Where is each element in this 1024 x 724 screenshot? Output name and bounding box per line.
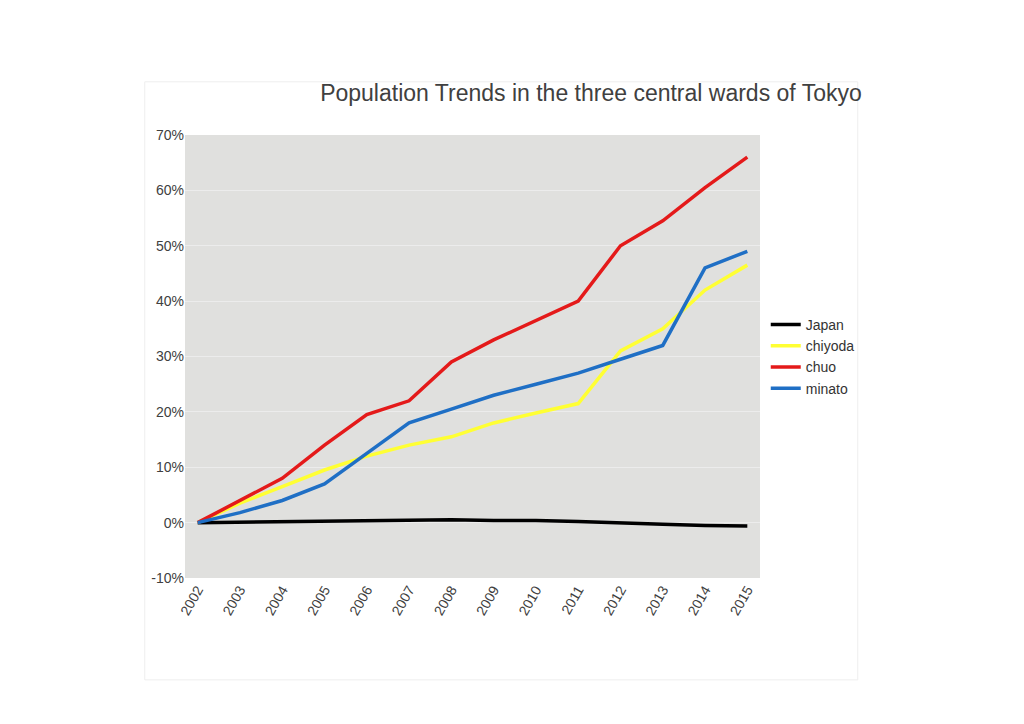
svg-text:chiyoda: chiyoda bbox=[806, 338, 854, 354]
svg-text:-10%: -10% bbox=[151, 570, 184, 586]
svg-text:2006: 2006 bbox=[346, 583, 376, 618]
svg-text:2004: 2004 bbox=[261, 583, 291, 618]
svg-text:40%: 40% bbox=[156, 293, 184, 309]
svg-text:2009: 2009 bbox=[473, 583, 503, 618]
svg-text:30%: 30% bbox=[156, 348, 184, 364]
svg-text:10%: 10% bbox=[156, 459, 184, 475]
svg-text:2005: 2005 bbox=[304, 583, 334, 618]
svg-text:chuo: chuo bbox=[806, 359, 837, 375]
svg-text:2013: 2013 bbox=[642, 583, 672, 618]
svg-text:2014: 2014 bbox=[684, 583, 714, 618]
svg-text:2002: 2002 bbox=[177, 583, 207, 618]
svg-text:60%: 60% bbox=[156, 182, 184, 198]
svg-text:50%: 50% bbox=[156, 238, 184, 254]
svg-text:2011: 2011 bbox=[558, 583, 587, 617]
svg-text:Japan: Japan bbox=[806, 317, 844, 333]
svg-text:2008: 2008 bbox=[431, 583, 461, 618]
svg-text:2010: 2010 bbox=[515, 583, 545, 618]
svg-text:70%: 70% bbox=[156, 127, 184, 143]
svg-text:2015: 2015 bbox=[727, 583, 757, 618]
svg-text:2007: 2007 bbox=[388, 583, 418, 618]
svg-text:20%: 20% bbox=[156, 404, 184, 420]
svg-text:Population Trends in the three: Population Trends in the three central w… bbox=[320, 80, 862, 106]
svg-text:2003: 2003 bbox=[219, 583, 249, 618]
svg-text:0%: 0% bbox=[164, 515, 184, 531]
svg-text:2012: 2012 bbox=[600, 583, 630, 618]
svg-text:minato: minato bbox=[806, 381, 848, 397]
